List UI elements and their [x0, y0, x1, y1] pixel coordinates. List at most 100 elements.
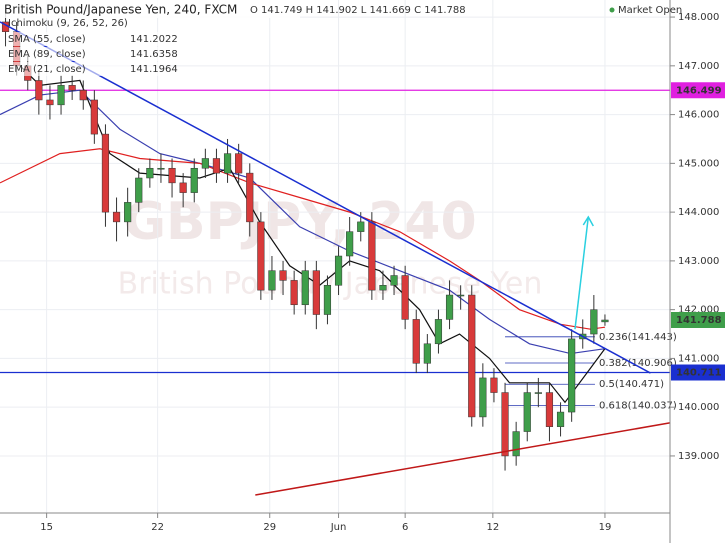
candle-body [590, 309, 598, 335]
candle-body [479, 377, 487, 418]
fib-label: 0.236(141.443) [599, 332, 677, 343]
candle-body [601, 319, 609, 323]
candle-body [46, 99, 54, 106]
candle-body [501, 392, 509, 457]
candle-body [401, 275, 409, 320]
candle-body [445, 294, 454, 320]
candle-body [545, 392, 554, 427]
candle-body [301, 270, 309, 306]
y-tick-label: 144.000 [678, 207, 719, 218]
ohlc-header: O 141.749 H 141.902 L 141.669 C 141.788 [250, 5, 466, 16]
candle-body [568, 338, 576, 413]
candle-body [190, 167, 198, 193]
candle-body [368, 221, 376, 291]
candle-body [334, 255, 343, 286]
x-tick-label: Jun [330, 522, 347, 533]
price-tag-label: 146.499 [676, 85, 722, 96]
legend-bg [6, 62, 166, 76]
candle-body [212, 158, 221, 174]
legend-bg [6, 32, 166, 46]
candle-body [257, 221, 265, 291]
candle-body [323, 285, 332, 315]
price-tag [671, 364, 725, 381]
legend-name: SMA (55, close) [8, 34, 86, 45]
last-price-tag [671, 311, 725, 328]
indicator-label: Ichimoku (9, 26, 52, 26) [8, 18, 128, 29]
candle-body [290, 280, 298, 306]
candle-body [457, 294, 465, 297]
candle-body [112, 211, 121, 223]
y-tick-label: 146.000 [678, 110, 719, 121]
candle-body [90, 99, 98, 135]
y-tick-label: 147.000 [678, 61, 719, 72]
x-tick-label: 29 [263, 522, 276, 533]
x-tick-label: 19 [599, 522, 612, 533]
y-tick-label: 141.000 [678, 353, 719, 364]
y-tick-label: 148.000 [678, 12, 719, 23]
candle-body [357, 221, 365, 232]
candle-body [523, 392, 531, 432]
y-tick-label: 140.000 [678, 402, 719, 413]
x-tick-label: 12 [486, 522, 499, 533]
candle-body [490, 377, 498, 393]
candle-body [534, 392, 542, 394]
candle-body [168, 167, 176, 184]
y-tick-label: 139.000 [678, 451, 719, 462]
legend-value: 141.1964 [130, 64, 178, 75]
legend-name: EMA (21, close) [8, 64, 86, 75]
fib-label: 0.382(140.906) [599, 358, 677, 369]
candle-body [512, 431, 520, 457]
candle-body [235, 153, 243, 174]
candle-body [57, 85, 65, 106]
arrow-head [582, 215, 594, 227]
last-price-label: 141.788 [676, 315, 722, 326]
legend-value: 141.6358 [130, 49, 178, 60]
candle-body [179, 182, 187, 193]
ma-line [0, 148, 606, 330]
candle-body [246, 172, 254, 223]
candle-body [101, 133, 110, 213]
header-bg [0, 0, 300, 18]
candle-body [79, 89, 87, 101]
y-tick-label: 145.000 [678, 158, 719, 169]
fib-label: 0.5(140.471) [599, 379, 664, 390]
candle-body [346, 231, 354, 257]
candle-body [35, 80, 43, 101]
candle-body [468, 294, 476, 418]
market-status: Market Open [618, 5, 682, 16]
candle-body [423, 343, 431, 364]
fib-label: 0.618(140.037) [599, 400, 677, 411]
legend-value: 141.2022 [130, 34, 178, 45]
legend-bg [6, 47, 166, 61]
candle-body [556, 411, 565, 427]
candle-body [279, 270, 287, 281]
header: British Pound/Japanese Yen, 240, FXCM O … [0, 0, 682, 76]
status-dot [609, 7, 615, 13]
y-tick-label: 142.000 [678, 305, 719, 316]
candle-body [201, 158, 209, 169]
candle-body [223, 153, 232, 174]
trendline [255, 422, 671, 496]
price-tag [671, 82, 725, 99]
price-tag-label: 140.711 [676, 368, 722, 379]
x-tick-label: 15 [40, 522, 53, 533]
candle-body [268, 270, 276, 291]
watermark: GBPJPY, 240 [123, 192, 476, 252]
candle-body [124, 202, 132, 223]
candle-body [434, 319, 443, 345]
y-tick-label: 143.000 [678, 256, 719, 267]
candle-body [68, 85, 76, 91]
candle-body [379, 285, 387, 291]
candle-body [135, 177, 143, 203]
legend-name: EMA (89, close) [8, 49, 86, 60]
candle-body [146, 167, 154, 179]
x-tick-label: 6 [402, 522, 408, 533]
arrow [574, 216, 590, 330]
chart-title: British Pound/Japanese Yen, 240, FXCM [4, 3, 237, 17]
candle-body [412, 319, 420, 364]
x-tick-label: 22 [151, 522, 164, 533]
trendline [0, 21, 651, 374]
candle-body [390, 275, 398, 286]
